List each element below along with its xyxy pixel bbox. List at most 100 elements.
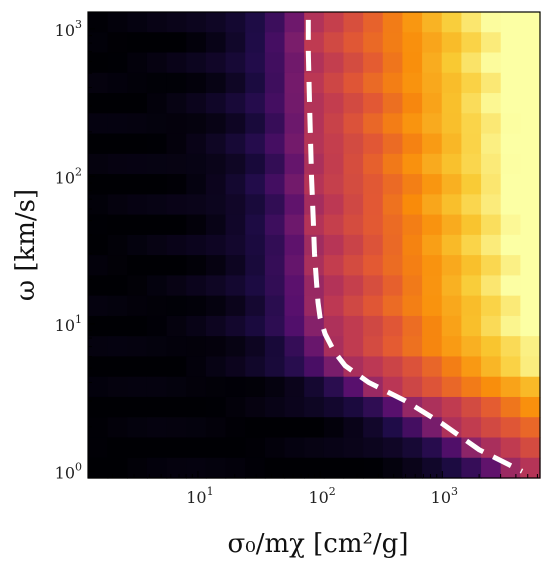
heatmap-cell [264,417,286,439]
y-axis-label: ω [km/s] [11,189,41,301]
heatmap-cell [225,336,246,358]
heatmap-cell [127,153,148,175]
x-tick-label: 102 [308,485,335,507]
heatmap-cell [284,356,305,378]
heatmap-cell [186,113,207,135]
heatmap-cell [284,457,305,479]
heatmap-cell [481,437,502,459]
heatmap-cell [107,214,128,236]
heatmap-cell [402,194,423,216]
heatmap-cell [441,255,462,276]
heatmap-cell [520,214,541,236]
heatmap-cell [481,396,502,418]
heatmap-cell [127,113,148,135]
heatmap-cell [205,275,227,297]
heatmap-cell [186,255,207,276]
heatmap-cell [363,153,384,175]
heatmap-cell [402,356,423,378]
heatmap-cell [205,153,227,175]
heatmap-cell [402,32,423,54]
heatmap-cell [520,295,541,317]
heatmap-cell [166,234,187,256]
heatmap-cell [323,396,345,418]
heatmap-cell [500,376,521,398]
heatmap-cell [481,315,502,337]
heatmap-cell [304,356,325,378]
heatmap-cell [343,214,364,236]
heatmap-cell [284,214,305,236]
heatmap-cell [461,72,482,94]
heatmap-cell [245,72,266,94]
heatmap-cell [520,113,541,135]
heatmap-cell [343,234,364,256]
heatmap-cell [88,295,109,317]
heatmap-cell [127,295,148,317]
heatmap-cell [146,12,168,33]
heatmap-cell [264,255,286,276]
heatmap-cell [88,113,109,135]
heatmap-cell [402,417,423,439]
heatmap-cell [441,234,462,256]
heatmap-cell [166,417,187,439]
heatmap-cell [225,417,246,439]
heatmap-cell [363,174,384,195]
heatmap-cell [481,153,502,175]
heatmap-cell [264,12,286,33]
heatmap-cell [88,417,109,439]
x-tick-label: 101 [186,485,213,507]
heatmap-cell [245,133,266,155]
heatmap-cell [481,194,502,216]
heatmap-cell [205,255,227,276]
heatmap-cell [166,113,187,135]
heatmap-cell [500,72,521,94]
heatmap-cell [323,72,345,94]
heatmap-cell [225,93,246,114]
heatmap-cell [402,295,423,317]
heatmap-cell [127,72,148,94]
heatmap-cell [284,417,305,439]
heatmap-cell [107,356,128,378]
heatmap-cell [402,133,423,155]
heatmap-cell [481,174,502,195]
heatmap-cell [520,376,541,398]
heatmap-cell [107,133,128,155]
heatmap-cell [205,52,227,74]
heatmap-cell [343,133,364,155]
heatmap-cell [461,255,482,276]
heatmap-cell [363,295,384,317]
heatmap-cell [146,72,168,94]
heatmap-cell [402,153,423,175]
heatmap-cell [146,295,168,317]
heatmap-cell [422,356,443,378]
heatmap-cell [225,12,246,33]
heatmap-cell [245,174,266,195]
heatmap-cell [127,12,148,33]
heatmap-cell [107,153,128,175]
x-axis-label: σ₀/mχ [cm²/g] [228,529,409,559]
heatmap-cell [245,93,266,114]
heatmap-cell [146,32,168,54]
heatmap-cell [107,396,128,418]
heatmap-cell [363,12,384,33]
heatmap-cell [500,356,521,378]
heatmap-cell [88,336,109,358]
heatmap-cell [166,52,187,74]
heatmap-cell [461,315,482,337]
heatmap-cell [127,174,148,195]
heatmap-cell [500,295,521,317]
heatmap-cell [422,52,443,74]
heatmap-cell [461,113,482,135]
heatmap-cell [323,457,345,479]
heatmap-cell [88,93,109,114]
heatmap-cell [363,194,384,216]
heatmap-cell [422,255,443,276]
heatmap-cell [500,396,521,418]
heatmap-cell [127,52,148,74]
heatmap-cell [107,275,128,297]
heatmap-cell [225,255,246,276]
x-axis-ticks: 101 102 103 [112,471,538,507]
heatmap-cell [441,174,462,195]
heatmap-cell [343,52,364,74]
heatmap-cell [88,12,109,33]
heatmap-cell [264,396,286,418]
